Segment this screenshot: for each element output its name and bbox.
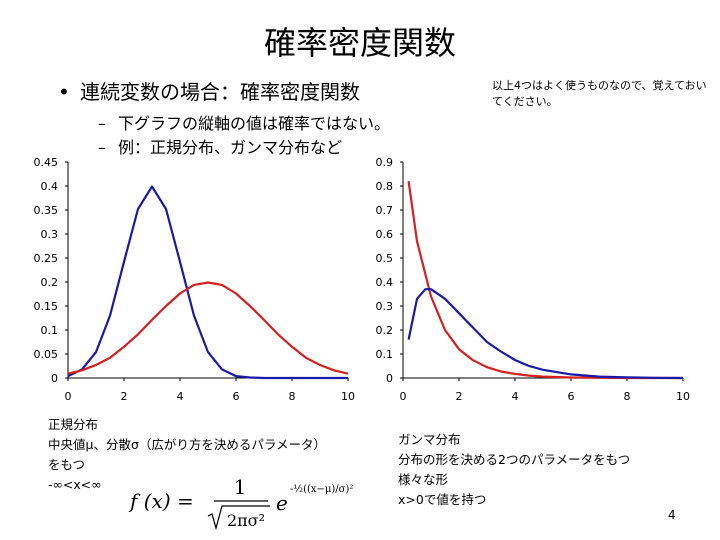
normal-caption-line: をもつ — [48, 457, 86, 472]
y-tick-label: 0.15 — [34, 300, 59, 313]
formula-numerator: 1 — [234, 475, 247, 499]
x-tick-label: 2 — [121, 390, 128, 403]
sub-item-1: – 下グラフの縦軸の値は確率ではない。 — [98, 110, 390, 134]
normal-pdf-formula: f (x) = 1 2πσ² e -½((x−μ)/σ)² — [128, 475, 353, 531]
y-tick-label: 0.4 — [376, 276, 394, 289]
dash: – — [98, 138, 106, 157]
page-number: 4 — [668, 508, 676, 522]
y-tick-label: 0 — [386, 372, 393, 385]
normal-distribution-chart: 0 0.05 0.1 0.15 0.2 0.25 0.3 0.35 0.4 0.45 0 2 4 6 8 10 — [34, 156, 356, 403]
gamma-distribution-chart: 0 0.1 0.2 0.3 0.4 0.5 0.6 0.7 0.8 0.9 0 2 4 6 8 10 — [376, 156, 691, 403]
sqrt-sign — [207, 505, 270, 531]
sub-item-1-text: 下グラフの縦軸の値は確率ではない。 — [118, 114, 391, 133]
x-tick-label: 8 — [289, 390, 296, 403]
y-tick-label: 0.3 — [376, 300, 394, 313]
y-tick-label: 0.5 — [376, 252, 394, 265]
x-tick-label: 6 — [568, 390, 575, 403]
bullet-dot: • — [58, 80, 70, 104]
y-tick-label: 0.1 — [41, 324, 59, 337]
gamma-caption: ガンマ分布 分布の形を決める2つのパラメータをもつ 様々な形 x>0で値を持つ — [398, 430, 630, 510]
normal-caption: 正規分布 中央値μ、分散σ（広がり方を決めるパラメータ） をもつ -∞<x<∞ — [48, 415, 326, 495]
y-tick-label: 0.8 — [376, 180, 394, 193]
x-tick-label: 8 — [624, 390, 631, 403]
x-tick-label: 0 — [65, 390, 72, 403]
side-note: 以上4つはよく使うものなので、覚えておいてください。 — [492, 79, 707, 108]
y-tick-label: 0.2 — [41, 276, 59, 289]
gamma-caption-line: ガンマ分布 — [398, 432, 461, 447]
y-tick-label: 0.1 — [376, 348, 394, 361]
x-tick-label: 10 — [676, 390, 690, 403]
dash: – — [98, 114, 106, 133]
y-tick-label: 0.3 — [41, 228, 59, 241]
y-tick-label: 0.45 — [34, 156, 59, 169]
main-bullet: • 連続変数の場合：確率密度関数 — [58, 76, 360, 105]
formula-lhs: f (x) = — [128, 489, 194, 513]
x-tick-label: 4 — [177, 390, 184, 403]
series-line-blue — [67, 185, 348, 380]
gamma-caption-line: 様々な形 — [398, 472, 449, 487]
normal-caption-line: -∞<x<∞ — [48, 477, 102, 492]
normal-caption-line: 正規分布 — [48, 417, 99, 432]
y-tick-label: 0.05 — [34, 348, 59, 361]
series-line-red — [407, 181, 683, 380]
y-tick-label: 0.35 — [34, 204, 59, 217]
y-tick-label: 0.9 — [376, 156, 394, 169]
series-line-red — [67, 281, 349, 375]
y-tick-label: 0 — [51, 372, 58, 385]
formula-base: e — [276, 491, 288, 515]
formula-exponent: -½((x−μ)/σ)² — [290, 484, 353, 495]
x-tick-label: 2 — [456, 390, 463, 403]
page-title: 確率密度関数 — [263, 24, 456, 62]
gamma-caption-line: 分布の形を決める2つのパラメータをもつ — [398, 452, 631, 467]
y-tick-label: 0.4 — [41, 180, 59, 193]
series-line-blue — [407, 288, 684, 380]
y-tick-label: 0.6 — [376, 228, 394, 241]
sub-item-2-text: 例：正規分布、ガンマ分布など — [118, 138, 343, 157]
formula-denominator: 2πσ² — [227, 511, 265, 530]
x-tick-label: 10 — [341, 390, 355, 403]
normal-caption-line: 中央値μ、分散σ（広がり方を決めるパラメータ） — [48, 437, 327, 452]
x-tick-label: 6 — [233, 390, 240, 403]
y-tick-label: 0.25 — [34, 252, 59, 265]
x-tick-label: 0 — [400, 390, 407, 403]
sub-item-2: – 例：正規分布、ガンマ分布など — [98, 134, 342, 158]
main-bullet-text: 連続変数の場合：確率密度関数 — [80, 80, 360, 104]
x-tick-label: 4 — [512, 390, 519, 403]
y-tick-label: 0.2 — [376, 324, 394, 337]
y-tick-label: 0.7 — [376, 204, 394, 217]
gamma-caption-line: x>0で値を持つ — [398, 492, 487, 507]
